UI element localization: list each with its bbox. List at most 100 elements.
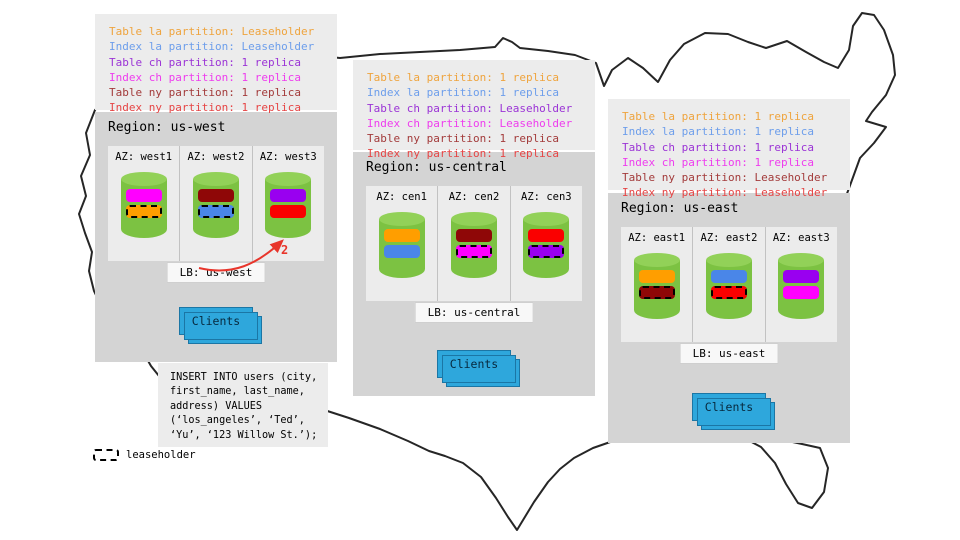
az-column-west2: AZ: west2: [180, 146, 253, 261]
partition-bars: [270, 189, 307, 218]
partition-bar: [383, 229, 420, 242]
partition-bars: [783, 270, 820, 299]
partition-bar-leaseholder: [710, 286, 747, 299]
partition-bar-leaseholder: [455, 245, 492, 258]
legend-line: Index ny partition: 1 replica: [367, 147, 560, 161]
partition-bars: [638, 270, 675, 299]
partition-bars: [125, 189, 162, 218]
az-row: AZ: west1 AZ: west2: [108, 146, 324, 261]
database-cylinder: [705, 253, 752, 319]
region-panel-us-east: Region: us-east AZ: east1 AZ: east2: [608, 193, 850, 443]
legend-line: Index ch partition: 1 replica: [109, 70, 302, 84]
partition-bars: [383, 229, 420, 258]
legend-us-central: Table la partition: 1 replica Index la p…: [353, 60, 595, 160]
sql-statement-note: INSERT INTO users (city, first_name, las…: [158, 363, 328, 447]
partition-bar: [197, 189, 234, 202]
sql-line: first_name, last_name,: [170, 386, 305, 398]
database-cylinder: [265, 172, 312, 238]
partition-bar: [270, 205, 307, 218]
clients-button[interactable]: Clients: [179, 307, 262, 344]
az-row: AZ: cen1 AZ: cen2: [366, 186, 582, 301]
cylinder-top: [633, 253, 680, 267]
az-label: AZ: west3: [259, 151, 317, 163]
database-cylinder: [450, 212, 497, 278]
partition-bars: [197, 189, 234, 218]
az-label: AZ: west2: [187, 151, 245, 163]
partition-bar: [638, 270, 675, 283]
legend-line: Table ch partition: 1 replica: [109, 55, 302, 69]
az-column-east1: AZ: east1: [621, 227, 694, 342]
partition-bar: [528, 229, 565, 242]
clients-button[interactable]: Clients: [692, 393, 775, 430]
region-title: Region: us-central: [366, 160, 507, 175]
legend-line: Table ny partition: Leaseholder: [622, 171, 828, 185]
az-label: AZ: cen2: [448, 191, 500, 203]
legend-us-east: Table la partition: 1 replica Index la p…: [608, 99, 850, 199]
database-cylinder: [192, 172, 239, 238]
load-balancer-us-central: LB: us-central: [414, 302, 534, 323]
az-column-east3: AZ: east3: [766, 227, 837, 342]
cylinder-top: [778, 253, 825, 267]
database-cylinder: [523, 212, 570, 278]
sql-line: ‘Yu’, ‘123 Willow St.’);: [170, 429, 318, 441]
legend-line: Index ch partition: 1 replica: [622, 155, 815, 169]
az-label: AZ: cen3: [521, 191, 572, 203]
az-label: AZ: east1: [628, 232, 686, 244]
legend-line: Table la partition: 1 replica: [367, 71, 560, 84]
az-label: AZ: east2: [700, 232, 758, 244]
load-balancer-us-east: LB: us-east: [679, 343, 779, 364]
legend-line: Table ny partition: 1 replica: [367, 132, 560, 146]
partition-bar-leaseholder: [125, 205, 162, 218]
cylinder-top: [265, 172, 312, 186]
sql-line: (‘los_angeles’, ‘Ted’,: [170, 415, 305, 427]
az-column-cen2: AZ: cen2: [438, 186, 511, 301]
cylinder-top: [450, 212, 497, 226]
partition-bar: [270, 189, 307, 202]
legend-us-west: Table la partition: Leaseholder Index la…: [95, 14, 337, 114]
partition-bar: [783, 286, 820, 299]
legend-line: Table la partition: Leaseholder: [109, 25, 315, 38]
leaseholder-key: leaseholder: [93, 449, 196, 461]
partition-bar: [710, 270, 747, 283]
annotation-arrow: [198, 239, 284, 272]
database-cylinder: [778, 253, 825, 319]
partition-bar-leaseholder: [197, 205, 234, 218]
region-title: Region: us-west: [108, 120, 226, 135]
database-cylinder: [633, 253, 680, 319]
legend-line: Table ch partition: Leaseholder: [367, 101, 573, 115]
region-panel-us-central: Region: us-central AZ: cen1 AZ: cen2: [353, 152, 595, 396]
partition-bar: [383, 245, 420, 258]
cylinder-top: [378, 212, 425, 226]
az-label: AZ: east3: [772, 232, 830, 244]
sql-line: address) VALUES: [170, 400, 263, 412]
database-cylinder: [378, 212, 425, 278]
legend-line: Table ny partition: 1 replica: [109, 86, 302, 100]
partition-bar-leaseholder: [528, 245, 565, 258]
partition-bar: [455, 229, 492, 242]
legend-line: Index ch partition: Leaseholder: [367, 116, 573, 130]
database-cylinder: [120, 172, 167, 238]
partition-bar-leaseholder: [638, 286, 675, 299]
leaseholder-key-label: leaseholder: [126, 449, 196, 461]
partition-bars: [528, 229, 565, 258]
az-column-cen1: AZ: cen1: [366, 186, 439, 301]
az-label: AZ: west1: [115, 151, 173, 163]
partition-bars: [455, 229, 492, 258]
legend-line: Index ny partition: Leaseholder: [622, 186, 828, 200]
legend-line: Index la partition: 1 replica: [622, 125, 815, 139]
clients-button[interactable]: Clients: [437, 350, 520, 387]
legend-line: Table ch partition: 1 replica: [622, 140, 815, 154]
az-column-west1: AZ: west1: [108, 146, 181, 261]
leaseholder-swatch-icon: [93, 449, 119, 461]
cylinder-top: [523, 212, 570, 226]
legend-line: Index la partition: 1 replica: [367, 86, 560, 100]
partition-bar: [783, 270, 820, 283]
az-column-east2: AZ: east2: [693, 227, 766, 342]
az-column-cen3: AZ: cen3: [511, 186, 582, 301]
cylinder-top: [192, 172, 239, 186]
sql-line: INSERT INTO users (city,: [170, 372, 318, 383]
cylinder-top: [120, 172, 167, 186]
partition-bar: [125, 189, 162, 202]
legend-line: Index ny partition: 1 replica: [109, 101, 302, 115]
